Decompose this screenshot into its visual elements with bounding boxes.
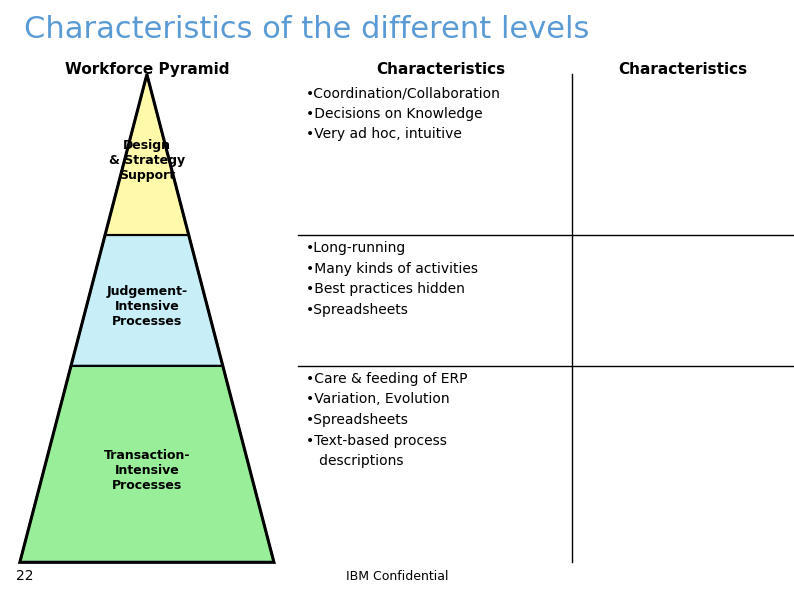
Polygon shape	[71, 235, 223, 366]
Text: •Coordination/Collaboration
•Decisions on Knowledge
•Very ad hoc, intuitive: •Coordination/Collaboration •Decisions o…	[306, 86, 500, 142]
Text: IBM Confidential: IBM Confidential	[345, 570, 449, 583]
Text: 22: 22	[16, 569, 33, 583]
Text: Workforce Pyramid: Workforce Pyramid	[64, 62, 229, 77]
Polygon shape	[20, 366, 274, 562]
Text: •Care & feeding of ERP
•Variation, Evolution
•Spreadsheets
•Text-based process
 : •Care & feeding of ERP •Variation, Evolu…	[306, 372, 467, 468]
Text: •Long-running
•Many kinds of activities
•Best practices hidden
•Spreadsheets: •Long-running •Many kinds of activities …	[306, 241, 478, 317]
Text: Design
& Strategy
Support: Design & Strategy Support	[109, 139, 185, 182]
Text: Characteristics of the different levels: Characteristics of the different levels	[24, 15, 589, 44]
Text: Transaction-
Intensive
Processes: Transaction- Intensive Processes	[104, 449, 190, 491]
Text: Characteristics: Characteristics	[619, 62, 747, 77]
Text: Characteristics: Characteristics	[376, 62, 505, 77]
Text: Judgement-
Intensive
Processes: Judgement- Intensive Processes	[106, 285, 187, 328]
Polygon shape	[105, 74, 189, 235]
